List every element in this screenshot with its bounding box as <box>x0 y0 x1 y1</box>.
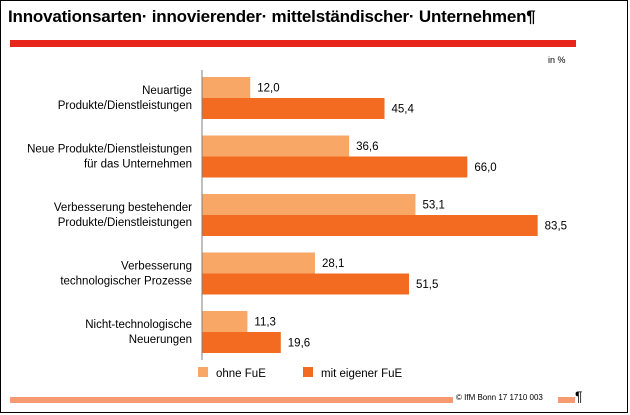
bar-ohne-fue <box>202 77 251 98</box>
data-label: 45,4 <box>392 104 415 116</box>
bar-ohne-fue <box>202 252 315 274</box>
bar-mit-fue <box>202 98 385 119</box>
category-label-line: für das Unternehmen <box>84 159 192 171</box>
legend-swatch-mit <box>303 367 313 377</box>
footer-bar-end <box>558 397 575 403</box>
bar-mit-fue <box>202 156 468 178</box>
category-label-line: Neuerungen <box>129 334 192 346</box>
legend-label: ohne FuE <box>216 368 266 380</box>
data-label: 66,0 <box>474 162 496 174</box>
data-label: 53,1 <box>422 200 444 212</box>
bar-ohne-fue <box>202 135 350 157</box>
data-label: 19,6 <box>288 338 310 350</box>
data-label: 11,3 <box>254 317 276 329</box>
bar-ohne-fue <box>202 194 416 215</box>
source-note: © IfM Bonn 17 1710 003 <box>456 393 543 402</box>
data-label: 83,5 <box>545 221 567 233</box>
category-label-line: Neue Produkte/Dienstleistungen <box>27 144 192 156</box>
bar-mit-fue <box>202 215 538 236</box>
legend-label: mit eigener FuE <box>321 368 403 380</box>
data-label: 51,5 <box>416 279 438 291</box>
category-label-line: Nicht-technologische <box>85 319 192 331</box>
unit-label: in % <box>548 55 566 65</box>
bar-ohne-fue <box>202 311 248 332</box>
category-label-line: Verbesserung <box>121 261 192 273</box>
data-label: 12,0 <box>257 83 279 95</box>
category-label: Verbesserung bestehender Produkte/Dienstl… <box>54 202 192 229</box>
data-label: 28,1 <box>322 258 344 270</box>
category-label-line: Produkte/Dienstleistungen <box>58 217 192 229</box>
trailing-mark: ¶ <box>575 388 583 404</box>
title-rule <box>10 40 576 47</box>
chart-title: Innovationsarten· innovierender· mittels… <box>8 7 536 26</box>
footer-bar <box>10 397 453 403</box>
category-label-line: technologischer Prozesse <box>60 276 192 288</box>
category-label: Neue Produkte/Dienstleistungen für das Un… <box>27 144 192 171</box>
category-label: Nicht-technologische Neuerungen <box>85 319 192 346</box>
category-label-line: Produkte/Dienstleistungen <box>58 100 192 112</box>
category-label-line: Neuartige <box>142 85 192 97</box>
category-label: Verbesserung technologischer Prozesse <box>60 261 192 288</box>
legend-swatch-ohne <box>198 367 208 377</box>
category-label-line: Verbesserung bestehender <box>54 202 192 214</box>
bar-mit-fue <box>202 332 281 353</box>
category-label: Neuartige Produkte/Dienstleistungen <box>58 85 192 112</box>
bar-mit-fue <box>202 273 410 295</box>
data-label: 36,6 <box>356 141 378 153</box>
